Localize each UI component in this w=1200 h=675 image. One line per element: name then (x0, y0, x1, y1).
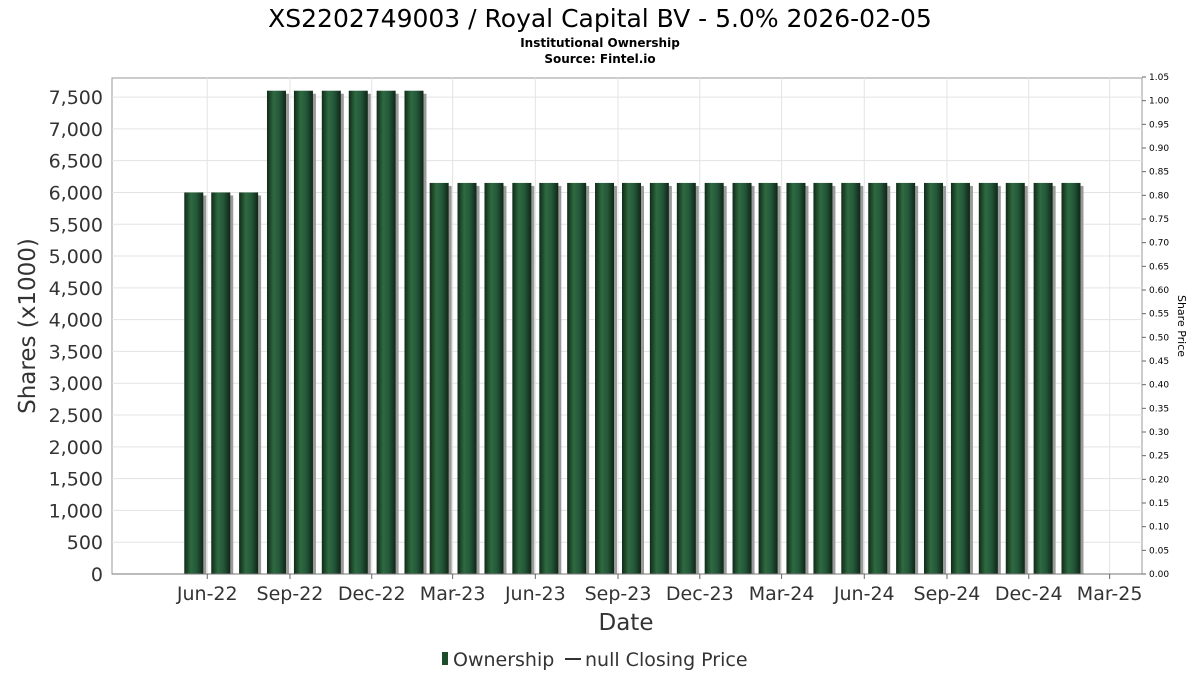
ownership-bar (813, 182, 833, 574)
y-tick-label: 6,500 (49, 151, 103, 173)
y-tick-label: 4,500 (49, 278, 103, 300)
ownership-bar (211, 192, 231, 574)
x-tick-label: Dec-23 (666, 583, 734, 605)
y-tick-label: 1,000 (49, 500, 103, 522)
y-tick-label: 7,000 (49, 119, 103, 141)
ownership-bar (404, 90, 424, 574)
ownership-bars (112, 90, 1142, 575)
x-tick-label: Mar-24 (749, 583, 815, 605)
chart-subtitle: Institutional Ownership (520, 36, 680, 50)
y2-axis-ticks: 0.00 0.05 0.10 0.15 0.20 0.25 0.30 0.35 0.40 0.45… (1142, 73, 1169, 580)
ownership-bar (348, 90, 368, 574)
y2-tick-label: 0.30 (1149, 428, 1169, 438)
x-tick-label: Mar-23 (420, 583, 486, 605)
ownership-bar (841, 182, 861, 574)
y2-tick-label: 0.60 (1149, 286, 1169, 296)
y2-tick-label: 0.75 (1149, 215, 1169, 225)
x-tick-label: Dec-24 (995, 583, 1063, 605)
ownership-bar (1033, 182, 1053, 574)
ownership-bar (293, 90, 313, 574)
ownership-bar (950, 182, 970, 574)
ownership-bar (896, 182, 916, 574)
y-tick-label: 7,500 (49, 87, 103, 109)
y-tick-label: 5,000 (49, 246, 103, 268)
ownership-bar (868, 182, 888, 574)
chart-title: XS2202749003 / Royal Capital BV - 5.0% 2… (268, 4, 932, 33)
ownership-bar (923, 182, 943, 574)
ownership-bar (512, 182, 532, 574)
y2-tick-label: 0.90 (1149, 144, 1169, 154)
y2-tick-label: 0.50 (1149, 333, 1169, 343)
ownership-bar (539, 182, 559, 574)
y2-axis-label: Share Price (1175, 295, 1188, 357)
legend-price-label: null Closing Price (585, 649, 748, 671)
ownership-bar (184, 192, 204, 574)
y-axis-ticks: 0 500 1,000 1,500 2,000 2,500 3,000 3,500 4,000 4… (49, 87, 103, 586)
y2-tick-label: 0.40 (1149, 381, 1169, 391)
x-axis-ticks: Jun-22 Sep-22 Dec-22 Mar-23 Jun-23 Sep-23 Dec-… (176, 574, 1143, 605)
x-tick-label: Dec-22 (338, 583, 406, 605)
y2-tick-label: 0.95 (1149, 120, 1169, 130)
ownership-bar (457, 182, 477, 574)
ownership-bar (978, 182, 998, 574)
ownership-bar (321, 90, 341, 574)
x-tick-label: Sep-23 (585, 583, 652, 605)
ownership-bar (1061, 182, 1081, 574)
ownership-bar (595, 182, 615, 574)
y-tick-label: 6,000 (49, 182, 103, 204)
y2-tick-label: 0.65 (1149, 262, 1169, 272)
y-tick-label: 500 (67, 532, 103, 554)
ownership-bar (484, 182, 504, 574)
y-tick-label: 5,500 (49, 214, 103, 236)
x-tick-label: Mar-25 (1077, 583, 1143, 605)
y2-tick-label: 1.05 (1149, 73, 1169, 83)
x-tick-label: Sep-22 (257, 583, 324, 605)
y2-tick-label: 0.00 (1149, 570, 1169, 580)
ownership-bar (758, 182, 778, 574)
x-tick-label: Sep-24 (914, 583, 981, 605)
y2-tick-label: 0.45 (1149, 357, 1169, 367)
ownership-bar (649, 182, 669, 574)
y2-tick-label: 0.55 (1149, 310, 1169, 320)
y-tick-label: 2,500 (49, 405, 103, 427)
y-tick-label: 4,000 (49, 310, 103, 332)
x-axis-label: Date (599, 610, 654, 636)
ownership-bar (732, 182, 752, 574)
y2-tick-label: 0.15 (1149, 499, 1169, 509)
y2-tick-label: 0.70 (1149, 239, 1169, 249)
y-tick-label: 3,500 (49, 341, 103, 363)
ownership-bar (621, 182, 641, 574)
y-tick-label: 2,000 (49, 437, 103, 459)
ownership-bar (567, 182, 587, 574)
ownership-bar (676, 182, 696, 574)
legend-ownership-swatch (442, 652, 448, 665)
y2-tick-label: 0.05 (1149, 546, 1169, 556)
ownership-bar (786, 182, 806, 574)
y-tick-label: 1,500 (49, 469, 103, 491)
y-tick-label: 0 (91, 564, 103, 586)
y2-tick-label: 0.85 (1149, 168, 1169, 178)
y2-tick-label: 1.00 (1149, 97, 1169, 107)
ownership-bar (266, 90, 286, 574)
ownership-bar (1005, 182, 1025, 574)
legend-ownership-label: Ownership (453, 649, 554, 671)
ownership-bar (704, 182, 724, 574)
y2-tick-label: 0.35 (1149, 404, 1169, 414)
ownership-bar (376, 90, 396, 574)
ownership-bar (429, 182, 449, 574)
legend: Ownership null Closing Price (442, 649, 748, 671)
y2-tick-label: 0.25 (1149, 452, 1169, 462)
x-tick-label: Jun-22 (176, 583, 238, 605)
y-tick-label: 3,000 (49, 373, 103, 395)
y2-tick-label: 0.20 (1149, 475, 1169, 485)
ownership-bar (239, 192, 259, 574)
y-axis-label: Shares (x1000) (15, 238, 41, 414)
chart-source: Source: Fintel.io (544, 52, 655, 66)
x-tick-label: Jun-24 (833, 583, 895, 605)
y2-tick-label: 0.10 (1149, 523, 1169, 533)
x-tick-label: Jun-23 (504, 583, 566, 605)
y2-tick-label: 0.80 (1149, 191, 1169, 201)
